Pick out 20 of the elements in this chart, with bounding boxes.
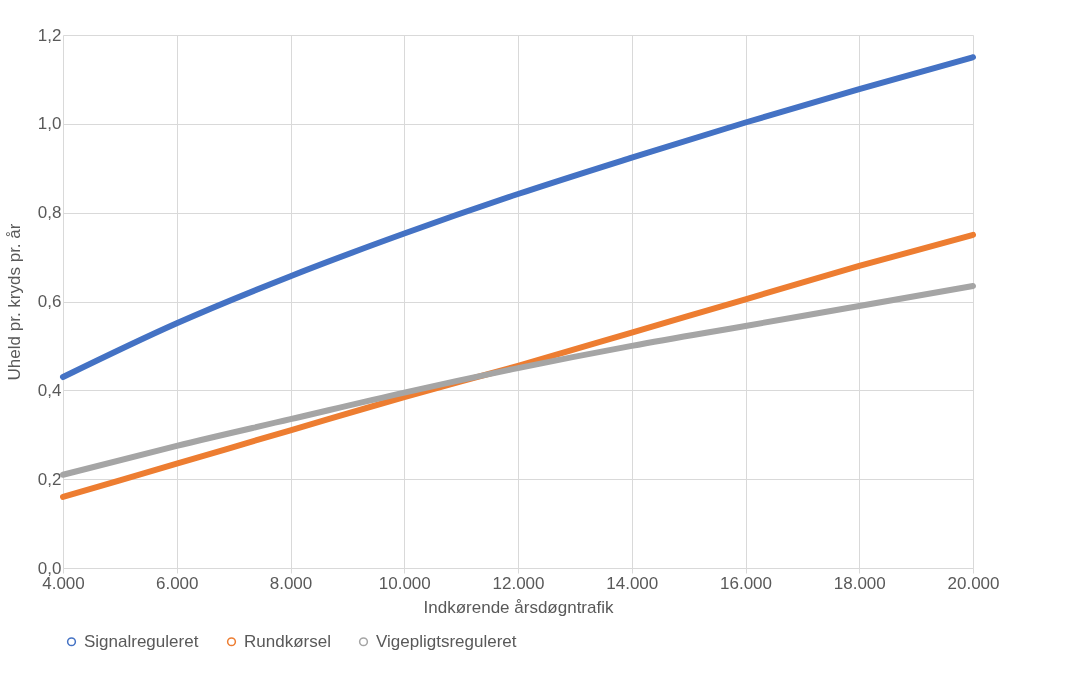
y-tick-label: 0,4: [37, 380, 62, 400]
y-tick-label: 0,6: [37, 292, 62, 311]
y-tick-label: 1,2: [37, 25, 62, 45]
y-tick-label: 1,0: [37, 114, 62, 134]
y-tick-label: 0,8: [37, 203, 62, 223]
x-tick-label: 14.000: [606, 573, 659, 593]
legend-label: Signalreguleret: [84, 631, 199, 651]
x-axis-title: Indkørende årsdøgntrafik: [423, 597, 614, 617]
x-tick-label: 6.000: [155, 573, 199, 593]
legend-label: Rundkørsel: [244, 631, 331, 651]
y-axis-title: Uheld pr. kryds pr. år: [4, 223, 24, 381]
x-tick-label: 10.000: [378, 573, 431, 593]
y-tick-label: 0,2: [37, 469, 62, 489]
x-tick-label: 8.000: [269, 573, 313, 593]
x-tick-label: 20.000: [947, 573, 1000, 593]
legend-label: Vigepligtsreguleret: [376, 631, 517, 651]
x-tick-label: 12.000: [492, 573, 545, 593]
x-tick-label: 18.000: [833, 573, 886, 593]
x-tick-label: 16.000: [720, 573, 772, 593]
y-tick-label: 0,0: [37, 558, 62, 578]
